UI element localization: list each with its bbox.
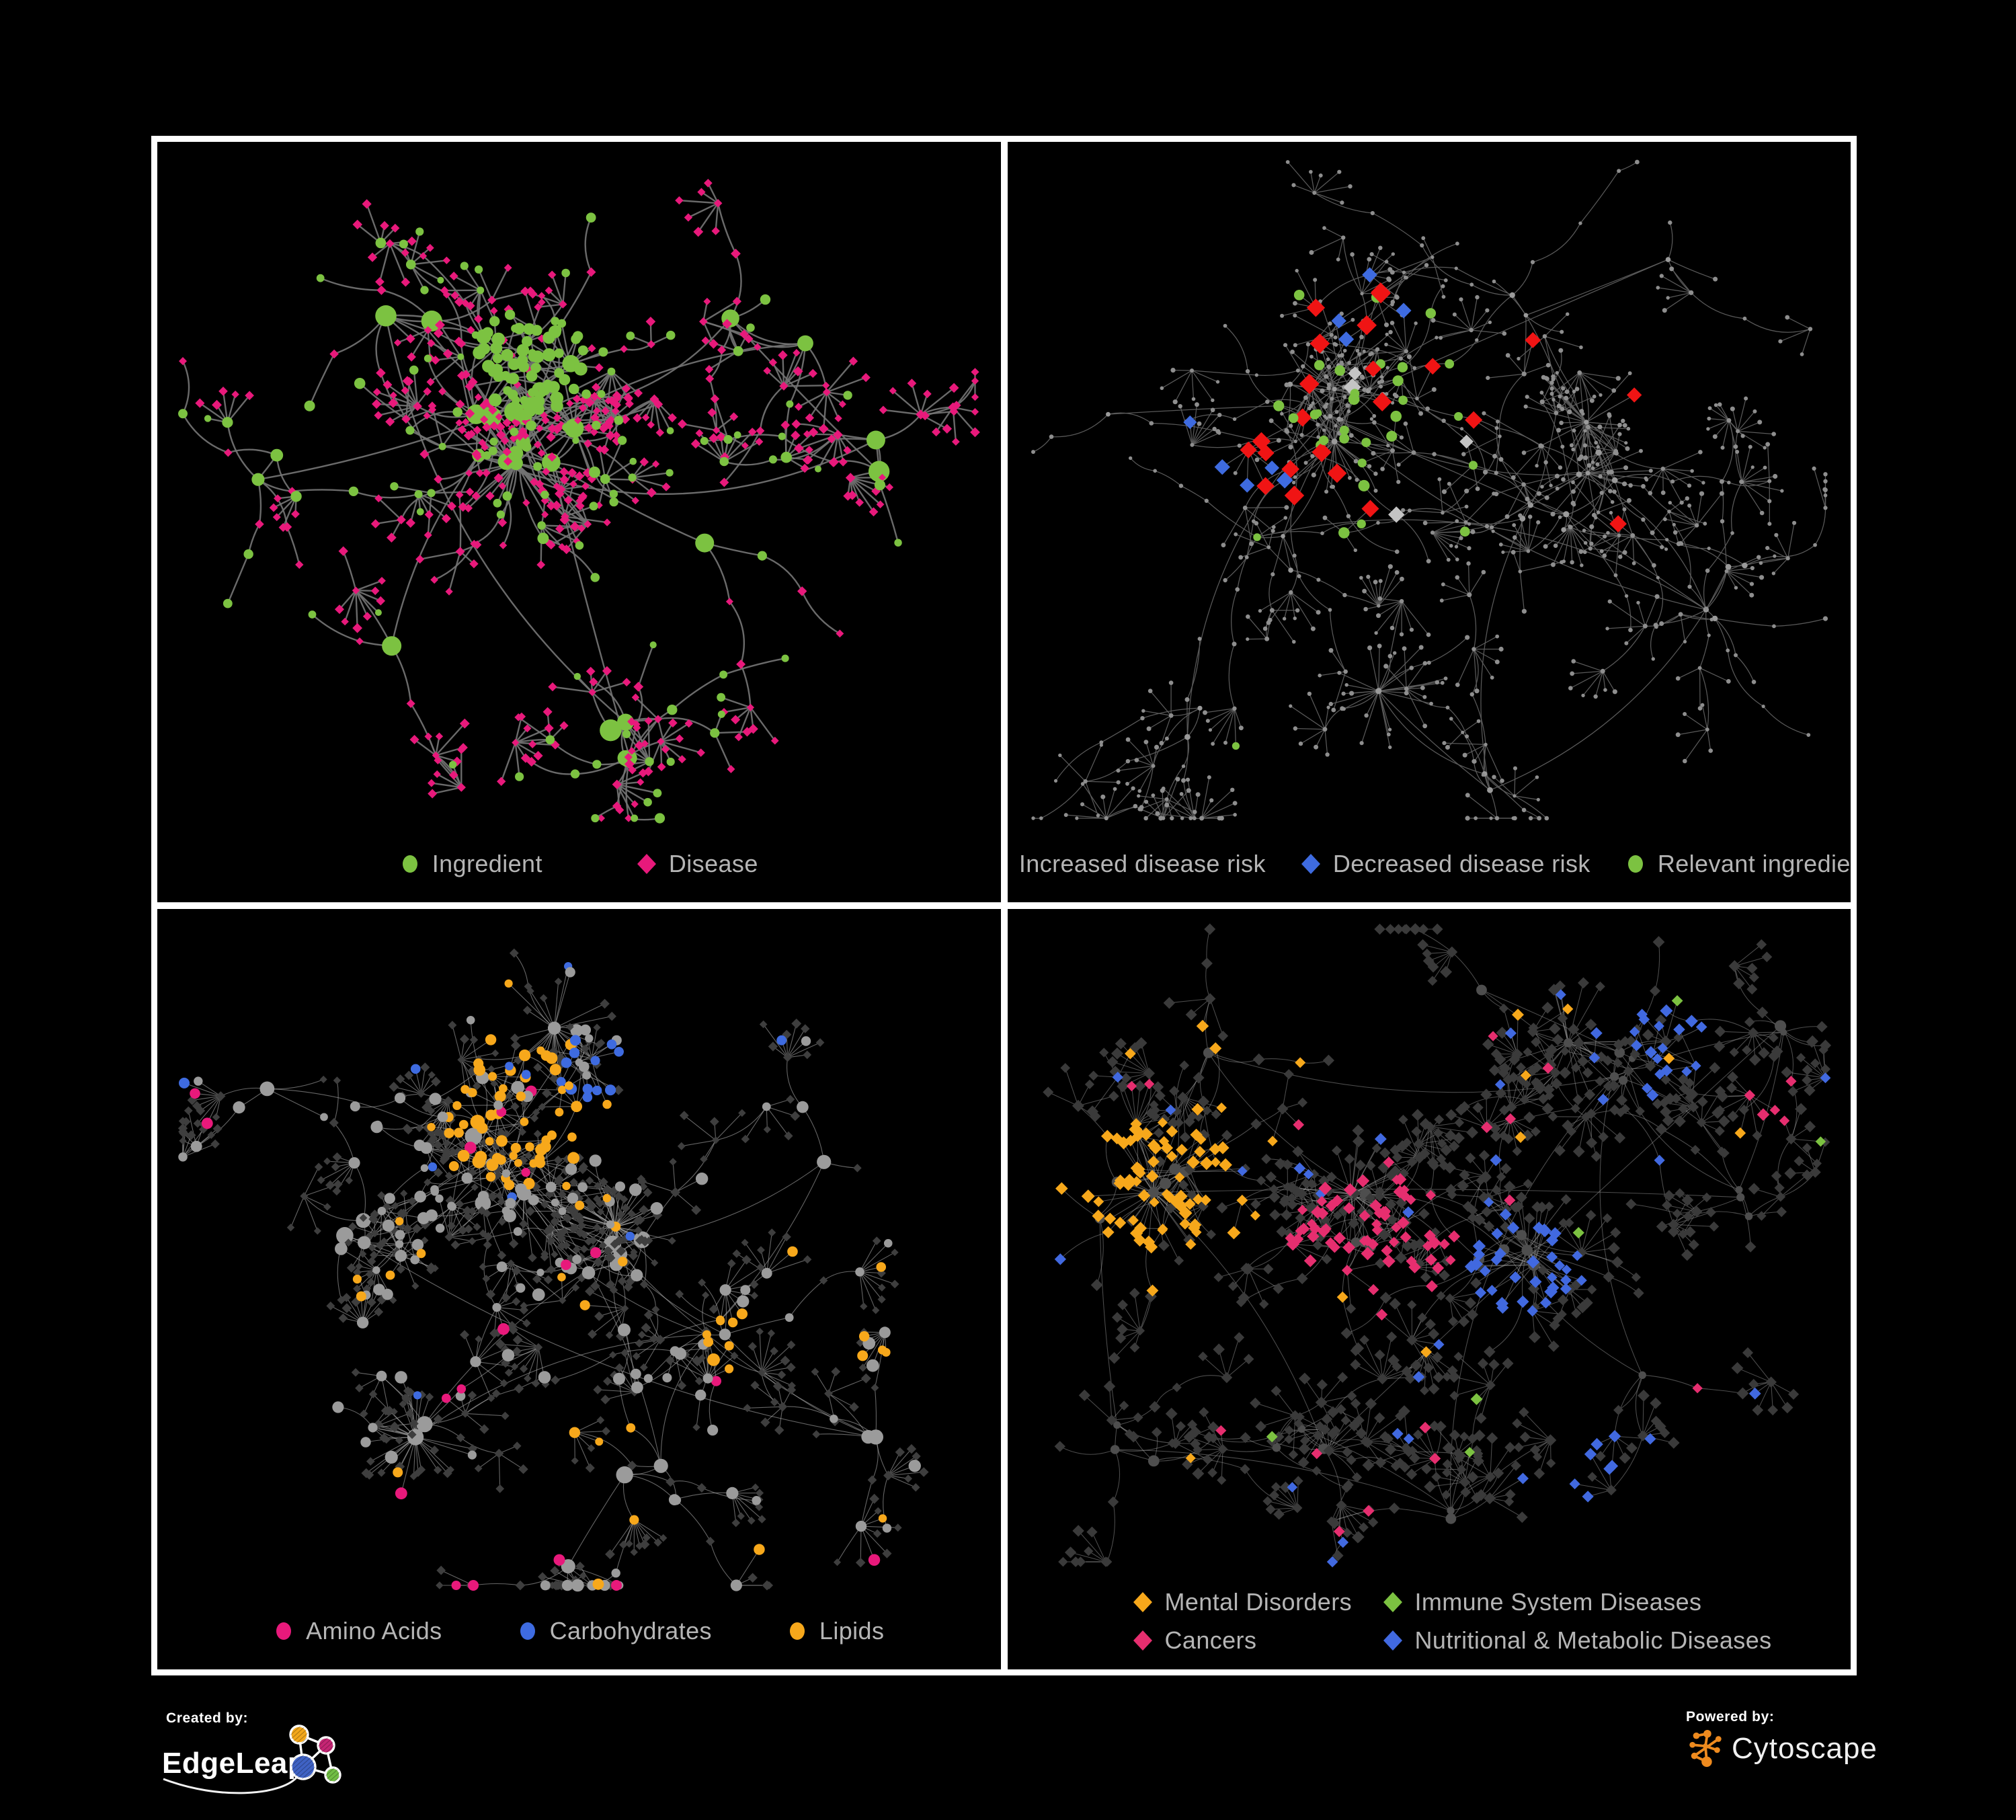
panel-disease-risk: Increased disease risk Decreased disease … bbox=[1007, 142, 1851, 902]
cytoscape-credit: Powered by: bbox=[1686, 1709, 1878, 1768]
panel-disease-classes: Mental Disorders Immune System Diseases Ca… bbox=[1007, 909, 1851, 1669]
network-graph-disease-classes bbox=[1042, 923, 1831, 1568]
created-by-label: Created by: bbox=[166, 1710, 249, 1726]
cytoscape-logo: Cytoscape bbox=[1686, 1729, 1878, 1768]
edgeleap-credit: Created by: EdgeLeap bbox=[162, 1710, 381, 1820]
edgeleap-logo-icon bbox=[163, 1725, 341, 1794]
network-graph-disease-risk bbox=[1031, 159, 1828, 821]
panel-grid: Ingredient Disease Increased disease risk… bbox=[151, 136, 1857, 1675]
panel-nutrient-classes: Amino Acids Carbohydrates Lipids bbox=[157, 909, 1001, 1669]
edgeleap-logo-text: EdgeLeap bbox=[162, 1747, 307, 1780]
cytoscape-logo-icon bbox=[1689, 1729, 1722, 1768]
network-graph-ingredient-disease bbox=[178, 179, 980, 824]
cytoscape-logo-text: Cytoscape bbox=[1732, 1732, 1878, 1765]
edgeleap-logo: EdgeLeap bbox=[162, 1725, 381, 1820]
network-graph-nutrient-classes bbox=[177, 948, 929, 1592]
panel-ingredient-disease: Ingredient Disease bbox=[157, 142, 1001, 902]
powered-by-label: Powered by: bbox=[1686, 1709, 1775, 1725]
